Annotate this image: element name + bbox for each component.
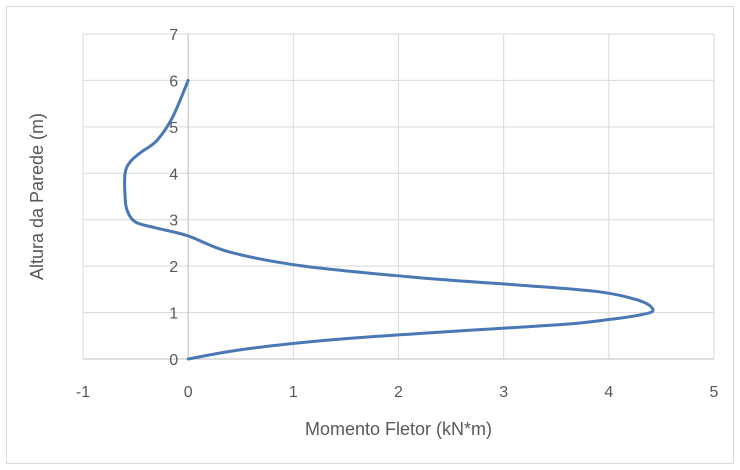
x-tick-label: -1 xyxy=(76,384,90,401)
y-tick-label: 6 xyxy=(169,73,178,90)
y-tick-label: 2 xyxy=(169,259,178,276)
x-tick-label: 3 xyxy=(499,384,508,401)
tick-labels: 0 1 2 3 4 5 6 7 -1 0 1 2 3 4 5 xyxy=(76,27,719,401)
y-tick-label: 5 xyxy=(169,120,178,137)
series-layer xyxy=(123,78,655,361)
x-tick-label: 0 xyxy=(184,384,193,401)
chart-frame: 0 1 2 3 4 5 6 7 -1 0 1 2 3 4 5 Momento Fletor (kN*m) A… xyxy=(6,6,734,464)
x-axis-title: Momento Fletor (kN*m) xyxy=(305,419,492,439)
y-tick-label: 4 xyxy=(169,166,178,183)
y-tick-label: 0 xyxy=(169,352,178,369)
y-axis-title: Altura da Parede (m) xyxy=(27,113,47,280)
x-tick-label: 1 xyxy=(289,384,298,401)
x-tick-label: 2 xyxy=(394,384,403,401)
y-tick-label: 1 xyxy=(169,306,178,323)
series-line-0 xyxy=(123,78,655,361)
x-tick-label: 5 xyxy=(710,384,719,401)
y-tick-label: 3 xyxy=(169,213,178,230)
y-tick-label: 7 xyxy=(169,27,178,44)
chart: 0 1 2 3 4 5 6 7 -1 0 1 2 3 4 5 Momento Fletor (kN*m) A… xyxy=(27,27,719,439)
x-tick-label: 4 xyxy=(604,384,613,401)
